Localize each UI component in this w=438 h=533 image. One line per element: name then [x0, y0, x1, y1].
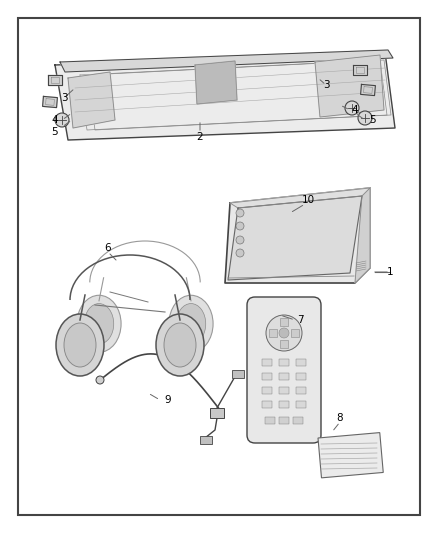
Text: 3: 3 — [61, 93, 67, 103]
Ellipse shape — [64, 323, 96, 367]
Bar — [262, 373, 272, 380]
Bar — [279, 401, 289, 408]
Text: 3: 3 — [323, 80, 329, 90]
Polygon shape — [48, 75, 62, 85]
Bar — [269, 329, 277, 337]
Circle shape — [236, 249, 244, 257]
Circle shape — [236, 222, 244, 230]
Polygon shape — [195, 61, 237, 104]
Polygon shape — [42, 96, 57, 108]
Text: 4: 4 — [52, 115, 58, 125]
Bar — [296, 387, 306, 394]
Polygon shape — [360, 84, 375, 95]
Bar — [279, 387, 289, 394]
Bar — [265, 417, 275, 424]
Bar — [280, 340, 288, 348]
Circle shape — [345, 101, 359, 115]
Bar — [279, 417, 289, 424]
Bar — [279, 359, 289, 366]
Ellipse shape — [56, 314, 104, 376]
Text: 9: 9 — [165, 395, 171, 405]
Bar — [296, 359, 306, 366]
Polygon shape — [355, 188, 370, 283]
Circle shape — [266, 315, 302, 351]
Bar — [291, 329, 299, 337]
Ellipse shape — [169, 295, 213, 352]
Text: 1: 1 — [387, 267, 393, 277]
Bar — [318, 433, 383, 478]
Circle shape — [358, 111, 372, 125]
Text: 5: 5 — [369, 115, 375, 125]
Circle shape — [236, 236, 244, 244]
Bar — [200, 436, 212, 444]
Circle shape — [236, 209, 244, 217]
Ellipse shape — [176, 304, 206, 344]
Polygon shape — [315, 55, 384, 117]
Polygon shape — [68, 72, 115, 128]
Circle shape — [55, 113, 69, 127]
Bar — [280, 318, 288, 326]
Bar — [296, 401, 306, 408]
Text: 7: 7 — [297, 315, 303, 325]
Polygon shape — [228, 196, 362, 280]
Bar — [293, 417, 303, 424]
Polygon shape — [230, 188, 370, 208]
Bar — [262, 401, 272, 408]
Text: 10: 10 — [301, 195, 314, 205]
Text: 8: 8 — [337, 413, 343, 423]
Ellipse shape — [84, 304, 114, 344]
Text: 5: 5 — [52, 127, 58, 137]
FancyBboxPatch shape — [247, 297, 321, 443]
Bar — [296, 373, 306, 380]
Polygon shape — [353, 65, 367, 75]
Bar — [262, 387, 272, 394]
Text: 6: 6 — [105, 243, 111, 253]
Polygon shape — [60, 50, 393, 72]
Bar — [279, 373, 289, 380]
Ellipse shape — [164, 323, 196, 367]
Circle shape — [279, 328, 289, 338]
Bar — [210, 408, 224, 418]
Bar — [232, 370, 244, 378]
Ellipse shape — [77, 295, 121, 352]
Bar — [262, 359, 272, 366]
Text: 2: 2 — [197, 132, 203, 142]
Text: 4: 4 — [352, 105, 358, 115]
Ellipse shape — [156, 314, 204, 376]
Polygon shape — [225, 188, 370, 283]
Circle shape — [96, 376, 104, 384]
Polygon shape — [55, 52, 395, 140]
